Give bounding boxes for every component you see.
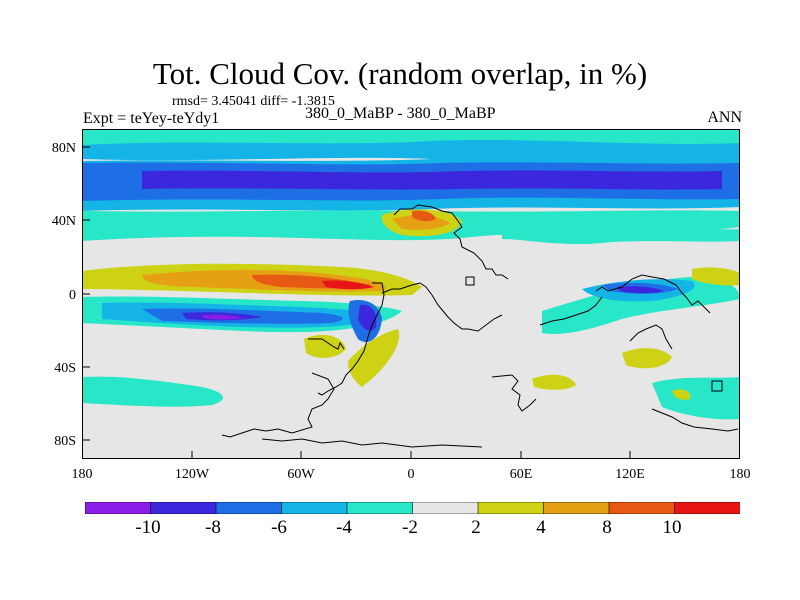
- coastline-south-mid: [491, 374, 537, 412]
- lat-label-40n: 40N: [51, 214, 76, 229]
- colorbar-swatch-6: [477, 502, 545, 514]
- coastline-east-south: [539, 296, 603, 326]
- colorbar-label-4: -2: [402, 517, 418, 538]
- colorbar-swatch-0: [85, 502, 152, 514]
- coastline-africa-west: [317, 282, 385, 396]
- case-label: 380_0_MaBP - 380_0_MaBP: [305, 105, 496, 122]
- central-dark-patch: [358, 304, 377, 331]
- colorbar-swatch-1: [150, 502, 217, 514]
- lon-label-120e: 120E: [615, 467, 645, 482]
- season-label: ANN: [707, 109, 742, 126]
- colorbar-label-5: 2: [471, 517, 481, 538]
- colorbar-swatch-8: [608, 502, 676, 514]
- coastline-africa-east: [381, 282, 503, 332]
- equator-red-core: [322, 280, 374, 290]
- coastline-antarctic-west: [221, 372, 335, 438]
- map-panel: [82, 129, 740, 459]
- coastline-east-asia: [595, 274, 711, 314]
- east-darkblue-patch: [617, 286, 664, 294]
- colorbar-label-3: -4: [336, 517, 352, 538]
- east-yellow-south: [622, 348, 672, 369]
- lat-label-0: 0: [69, 288, 76, 303]
- colorbar-swatch-9: [674, 502, 740, 514]
- colorbar-swatch-7: [543, 502, 610, 514]
- colorbar-swatch-3: [281, 502, 348, 514]
- band-40n-cyan-east: [502, 226, 740, 245]
- continent-outlines: [221, 204, 739, 448]
- lon-label-180w: 180: [71, 467, 93, 482]
- lat-label-40s: 40S: [54, 361, 76, 376]
- colorbar-label-6: 4: [536, 517, 546, 538]
- west-cyan-south: [82, 376, 223, 407]
- east-cyan-patch: [542, 277, 740, 335]
- lat-label-80s: 80S: [54, 434, 76, 449]
- coastline-australia: [629, 324, 673, 350]
- experiment-label: Expt = teYey-teYdy1: [83, 110, 220, 127]
- colorbar-label-2: -6: [271, 517, 287, 538]
- lon-label-0: 0: [407, 467, 415, 482]
- plot-title: Tot. Cloud Cov. (random overlap, in %): [152, 56, 648, 91]
- colorbar-label-0: -10: [135, 517, 161, 538]
- lon-label-60w: 60W: [287, 467, 315, 482]
- band-20s-purple: [202, 314, 244, 320]
- coastline-north-europe: [393, 204, 509, 280]
- colorbar: [85, 502, 740, 514]
- east-cyan-south: [652, 377, 740, 420]
- coastline-south-america: [308, 338, 345, 350]
- lat-label-80n: 80N: [51, 141, 76, 156]
- colorbar-swatch-2: [215, 502, 283, 514]
- colorbar-label-1: -8: [205, 517, 221, 538]
- colorbar-label-8: 10: [662, 517, 682, 538]
- lon-label-180e: 180: [729, 467, 751, 482]
- east-yellow-south2: [532, 374, 576, 390]
- stats-text: rmsd= 3.45041 diff= -1.3815: [172, 94, 335, 109]
- colorbar-swatch-4: [346, 502, 414, 514]
- lon-label-120w: 120W: [174, 467, 210, 482]
- north-red-patch: [412, 210, 436, 222]
- east-yellow-sw: [672, 389, 691, 400]
- coastline-small-island-2: [711, 380, 723, 392]
- band-north-lightblue: [82, 140, 740, 163]
- coastline-south-pacific: [651, 408, 739, 432]
- tick-marks: [82, 146, 631, 459]
- southern-yellow-strip: [348, 329, 400, 387]
- coastline-antarctic-south: [261, 438, 483, 448]
- colorbar-swatch-5: [412, 502, 479, 514]
- band-55n-darkblue: [142, 170, 722, 190]
- lon-label-60e: 60E: [509, 467, 533, 482]
- southern-yellow-patch: [304, 334, 346, 358]
- coastline-small-island: [465, 276, 475, 286]
- east-yellow-eq: [692, 267, 740, 286]
- colorbar-label-7: 8: [602, 517, 612, 538]
